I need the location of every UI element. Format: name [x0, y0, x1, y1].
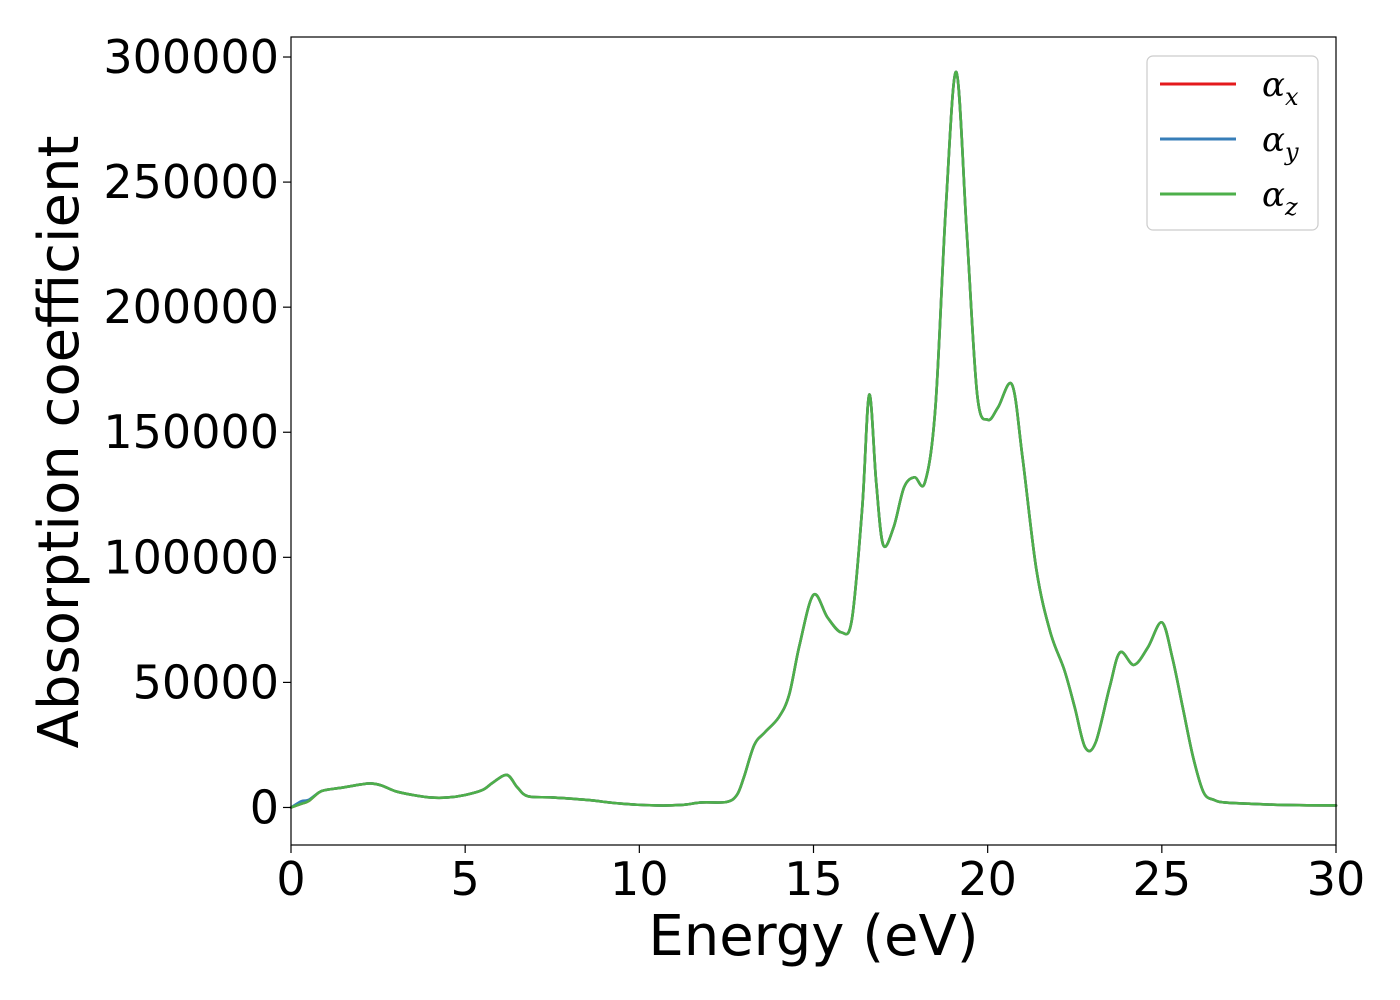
y-tick-label: 300000	[103, 30, 279, 84]
legend-label-z: αz	[1262, 175, 1298, 221]
y-tick-label: 250000	[103, 155, 279, 209]
x-tick-label: 5	[451, 852, 480, 906]
x-tick-label: 10	[610, 852, 669, 906]
x-tick-label: 30	[1307, 852, 1366, 906]
legend-box	[1146, 55, 1319, 231]
y-axis-label: Absorption coefficient	[27, 136, 92, 749]
x-tick-label: 25	[1133, 852, 1192, 906]
legend-label-x: αx	[1262, 65, 1299, 111]
series-line-z	[289, 70, 1338, 809]
x-tick-label: 15	[784, 852, 843, 906]
y-axis: 0 50000 100000 150000 200000 250000 300000	[103, 30, 291, 834]
x-axis-label: Energy (eV)	[648, 904, 978, 969]
y-tick-label: 100000	[103, 530, 279, 584]
y-tick-label: 50000	[133, 655, 279, 709]
y-tick-label: 0	[250, 780, 279, 834]
legend-label-y: αy	[1262, 120, 1299, 166]
legend: αx αy αz	[1146, 55, 1319, 231]
x-tick-label: 0	[276, 852, 305, 906]
x-tick-label: 20	[958, 852, 1017, 906]
plot-lines	[289, 70, 1338, 809]
x-axis: 0 5 10 15 20 25 30	[276, 845, 1365, 906]
y-tick-label: 150000	[103, 405, 279, 459]
y-tick-label: 200000	[103, 280, 279, 334]
